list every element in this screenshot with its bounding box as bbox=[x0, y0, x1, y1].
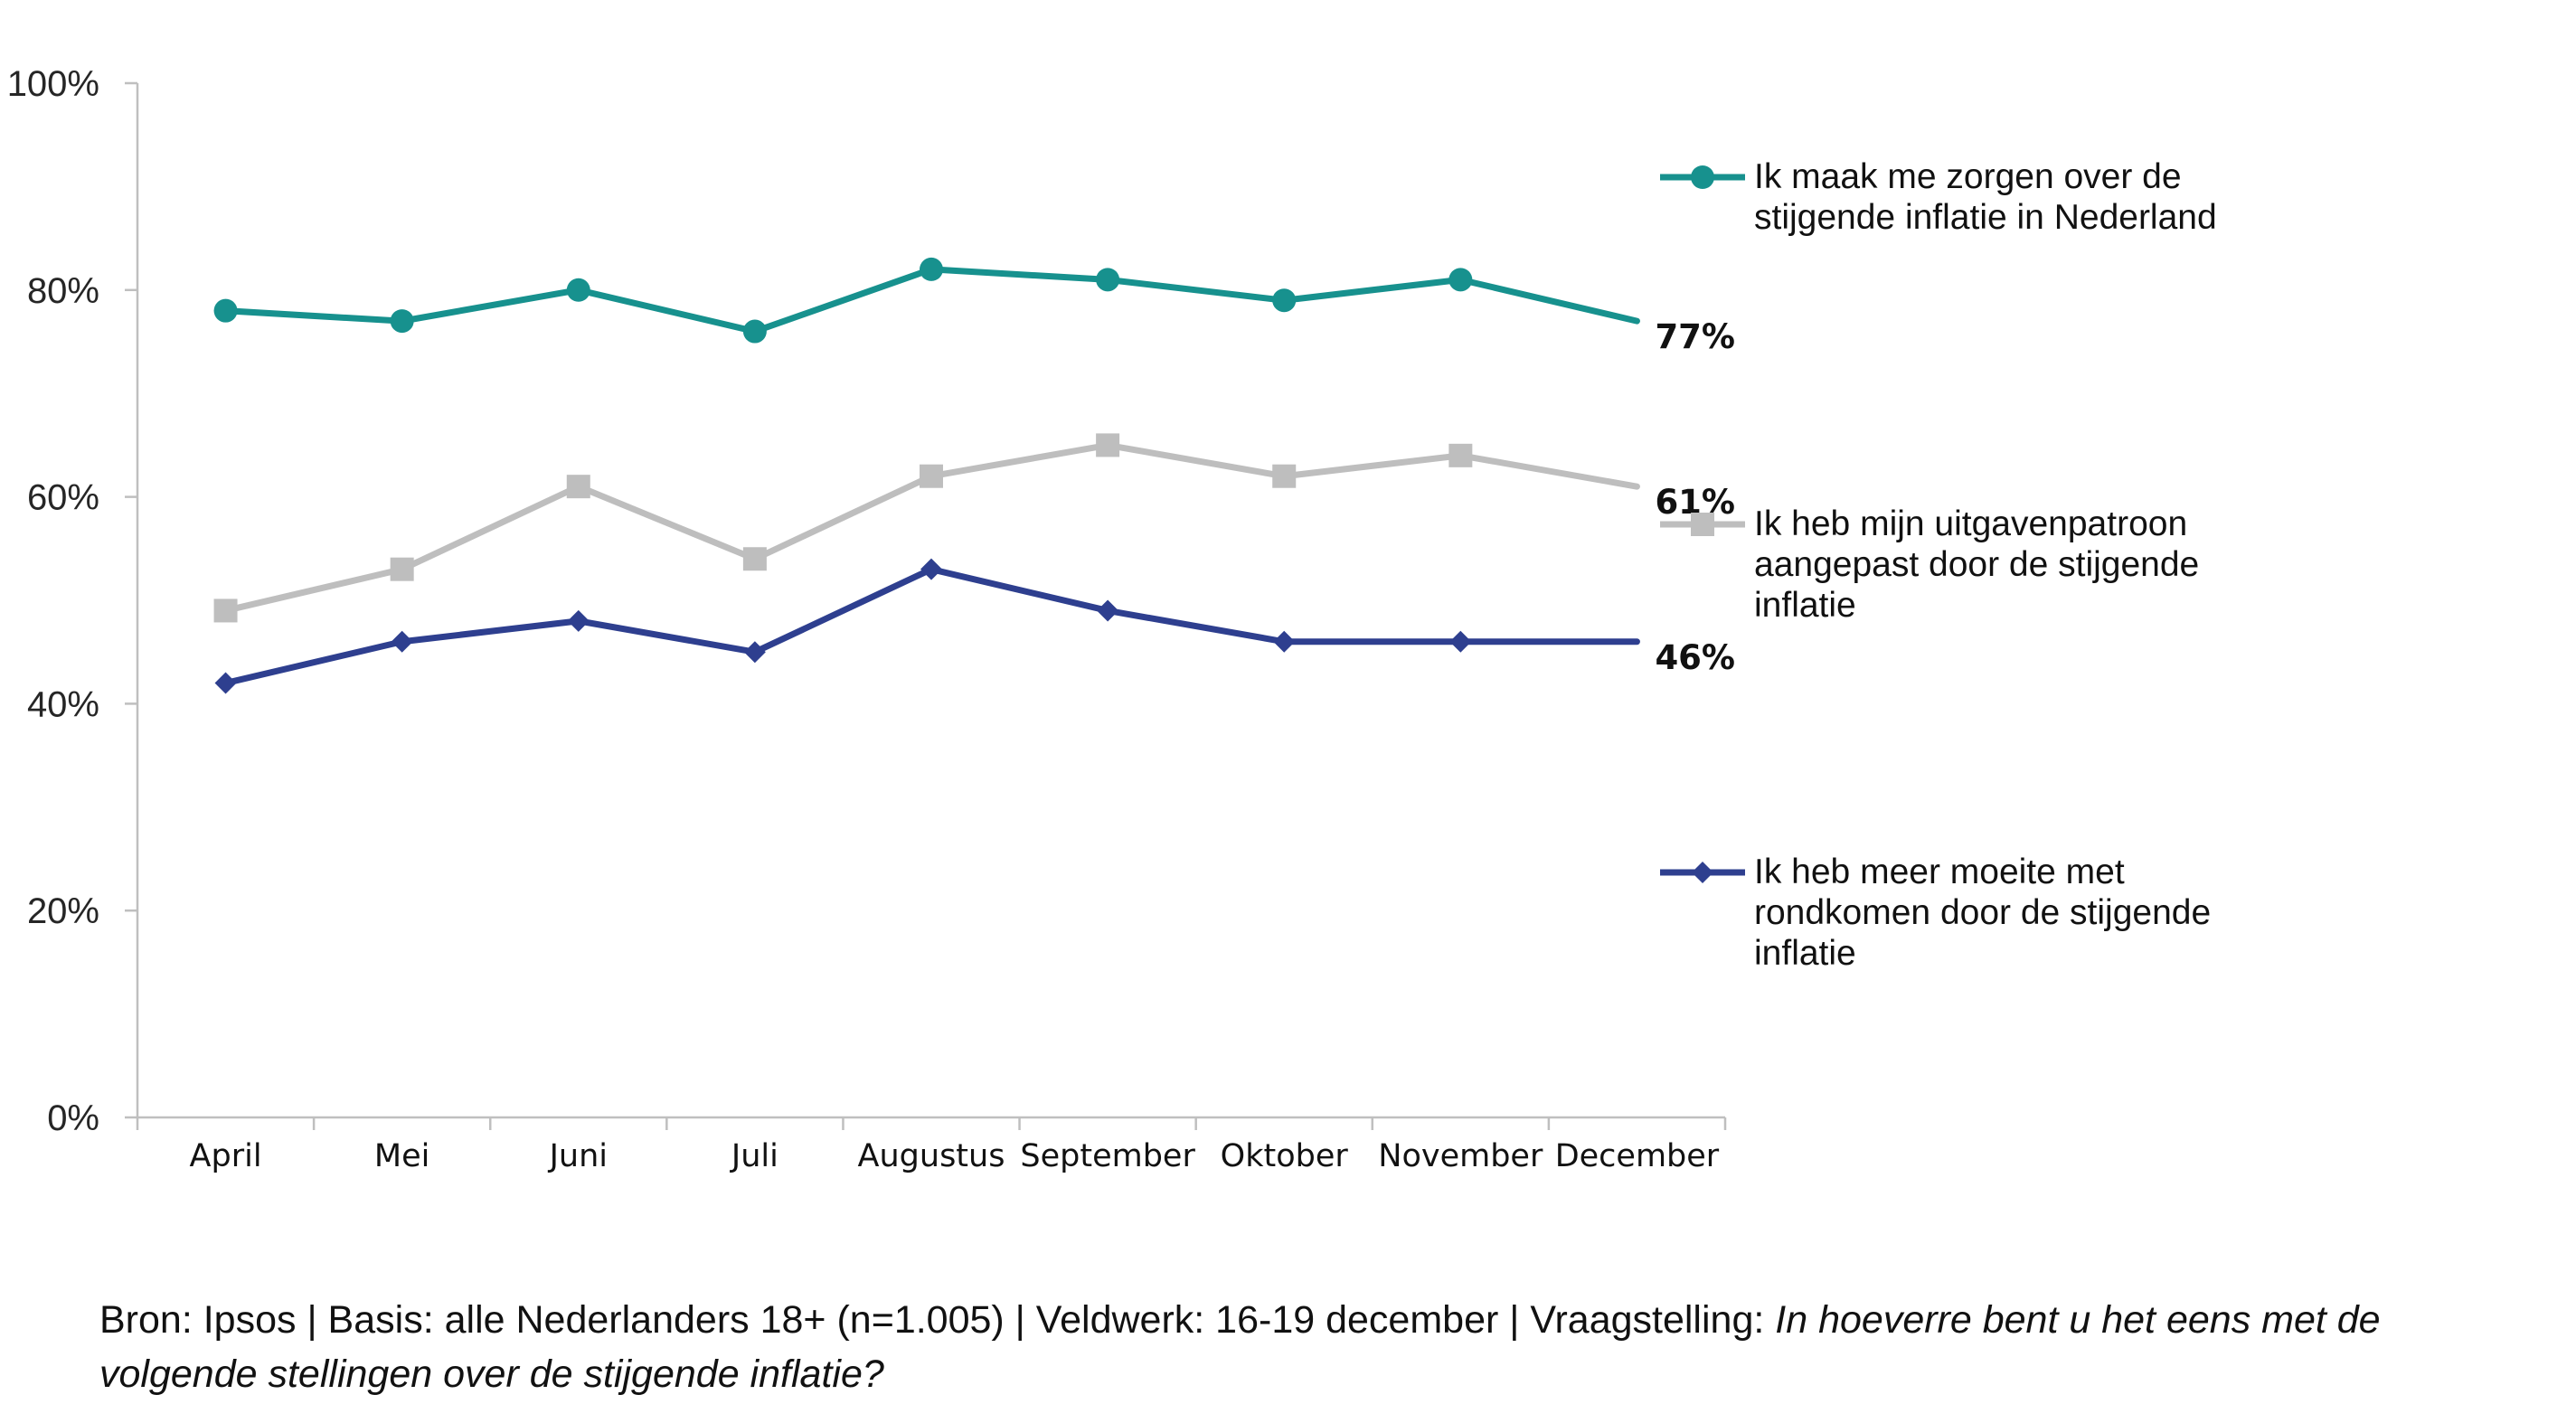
data-point bbox=[567, 609, 590, 632]
y-tick-label: 80% bbox=[27, 271, 99, 311]
data-point bbox=[391, 630, 413, 653]
y-tick-label: 20% bbox=[27, 891, 99, 931]
legend-label: Ik heb meer moeite met rondkomen door de … bbox=[1754, 853, 2211, 973]
x-tick-label: Augustus bbox=[858, 1138, 1005, 1174]
data-point bbox=[1272, 464, 1297, 488]
series-3: 46% bbox=[214, 558, 1735, 694]
data-point bbox=[1273, 630, 1296, 653]
legend-entry-2: Ik heb mijn uitgavenpatroon aangepast doo… bbox=[1660, 504, 2199, 625]
data-point bbox=[213, 598, 238, 623]
source-footnote: Bron: Ipsos | Basis: alle Nederlanders 1… bbox=[99, 1293, 2541, 1401]
data-point bbox=[566, 475, 590, 499]
chart-series: 77% 61% 46% bbox=[213, 257, 1735, 694]
data-point bbox=[1272, 288, 1297, 313]
data-point bbox=[920, 558, 942, 580]
data-point bbox=[214, 672, 237, 694]
x-tick-label: April bbox=[190, 1138, 262, 1174]
data-point bbox=[1448, 268, 1473, 292]
x-tick-label: November bbox=[1378, 1138, 1543, 1174]
data-point bbox=[213, 298, 238, 323]
data-point bbox=[743, 641, 766, 664]
x-tick-label: Juni bbox=[548, 1138, 608, 1174]
legend-label-line: Ik heb mijn uitgavenpatroon bbox=[1754, 504, 2187, 543]
y-tick-label: 40% bbox=[27, 684, 99, 724]
legend-entry-1: Ik maak me zorgen over de stijgende infla… bbox=[1660, 157, 2217, 237]
data-point bbox=[1097, 599, 1119, 622]
data-point bbox=[1096, 433, 1120, 457]
footnote-text: Bron: Ipsos | Basis: alle Nederlanders 1… bbox=[99, 1298, 1776, 1342]
x-tick-label: Juli bbox=[730, 1138, 778, 1174]
data-point bbox=[742, 319, 767, 344]
chart-axes: 0% 20% 40% 60% 80% 100% April Mei Juni Juli August… bbox=[7, 64, 1727, 1174]
legend-swatch-marker bbox=[1692, 862, 1713, 883]
data-point bbox=[920, 464, 943, 488]
series-2: 61% bbox=[213, 433, 1735, 623]
data-point bbox=[1449, 630, 1472, 653]
legend-swatch-marker bbox=[1691, 165, 1714, 189]
x-tick-label: December bbox=[1555, 1138, 1720, 1174]
x-tick-label: Mei bbox=[374, 1138, 429, 1174]
data-point bbox=[742, 547, 767, 571]
legend-entry-3: Ik heb meer moeite met rondkomen door de … bbox=[1660, 853, 2211, 973]
legend-label: Ik heb mijn uitgavenpatroon aangepast doo… bbox=[1754, 504, 2199, 625]
legend-label-line: Ik maak me zorgen over de bbox=[1754, 157, 2182, 196]
data-point bbox=[1096, 268, 1120, 292]
data-point bbox=[566, 278, 590, 302]
legend-label: Ik maak me zorgen over de stijgende infla… bbox=[1754, 157, 2217, 237]
data-point bbox=[390, 557, 414, 581]
data-point bbox=[1448, 443, 1473, 467]
footnote-question: In hoeverre bent u het eens met de volge… bbox=[99, 1298, 2381, 1396]
chart-legend: Ik maak me zorgen over de stijgende infla… bbox=[1660, 157, 2217, 973]
legend-label-line: inflatie bbox=[1754, 934, 1856, 973]
y-tick-label: 100% bbox=[7, 64, 99, 104]
end-value-label: 46% bbox=[1655, 638, 1735, 677]
legend-swatch-marker bbox=[1691, 513, 1714, 536]
data-point bbox=[920, 257, 943, 281]
x-tick-label: September bbox=[1020, 1138, 1195, 1174]
legend-label-line: inflatie bbox=[1754, 586, 1856, 625]
legend-label-line: Ik heb meer moeite met bbox=[1754, 853, 2125, 891]
x-tick-label: Oktober bbox=[1221, 1138, 1349, 1174]
legend-label-line: rondkomen door de stijgende bbox=[1754, 893, 2211, 932]
end-value-label: 77% bbox=[1655, 317, 1735, 356]
y-tick-label: 60% bbox=[27, 478, 99, 518]
data-point bbox=[390, 309, 414, 334]
series-line bbox=[222, 566, 1640, 687]
y-tick-label: 0% bbox=[47, 1098, 99, 1138]
legend-label-line: aangepast door de stijgende bbox=[1754, 545, 2199, 584]
series-1: 77% bbox=[213, 257, 1735, 356]
legend-label-line: stijgende inflatie in Nederland bbox=[1754, 198, 2217, 237]
